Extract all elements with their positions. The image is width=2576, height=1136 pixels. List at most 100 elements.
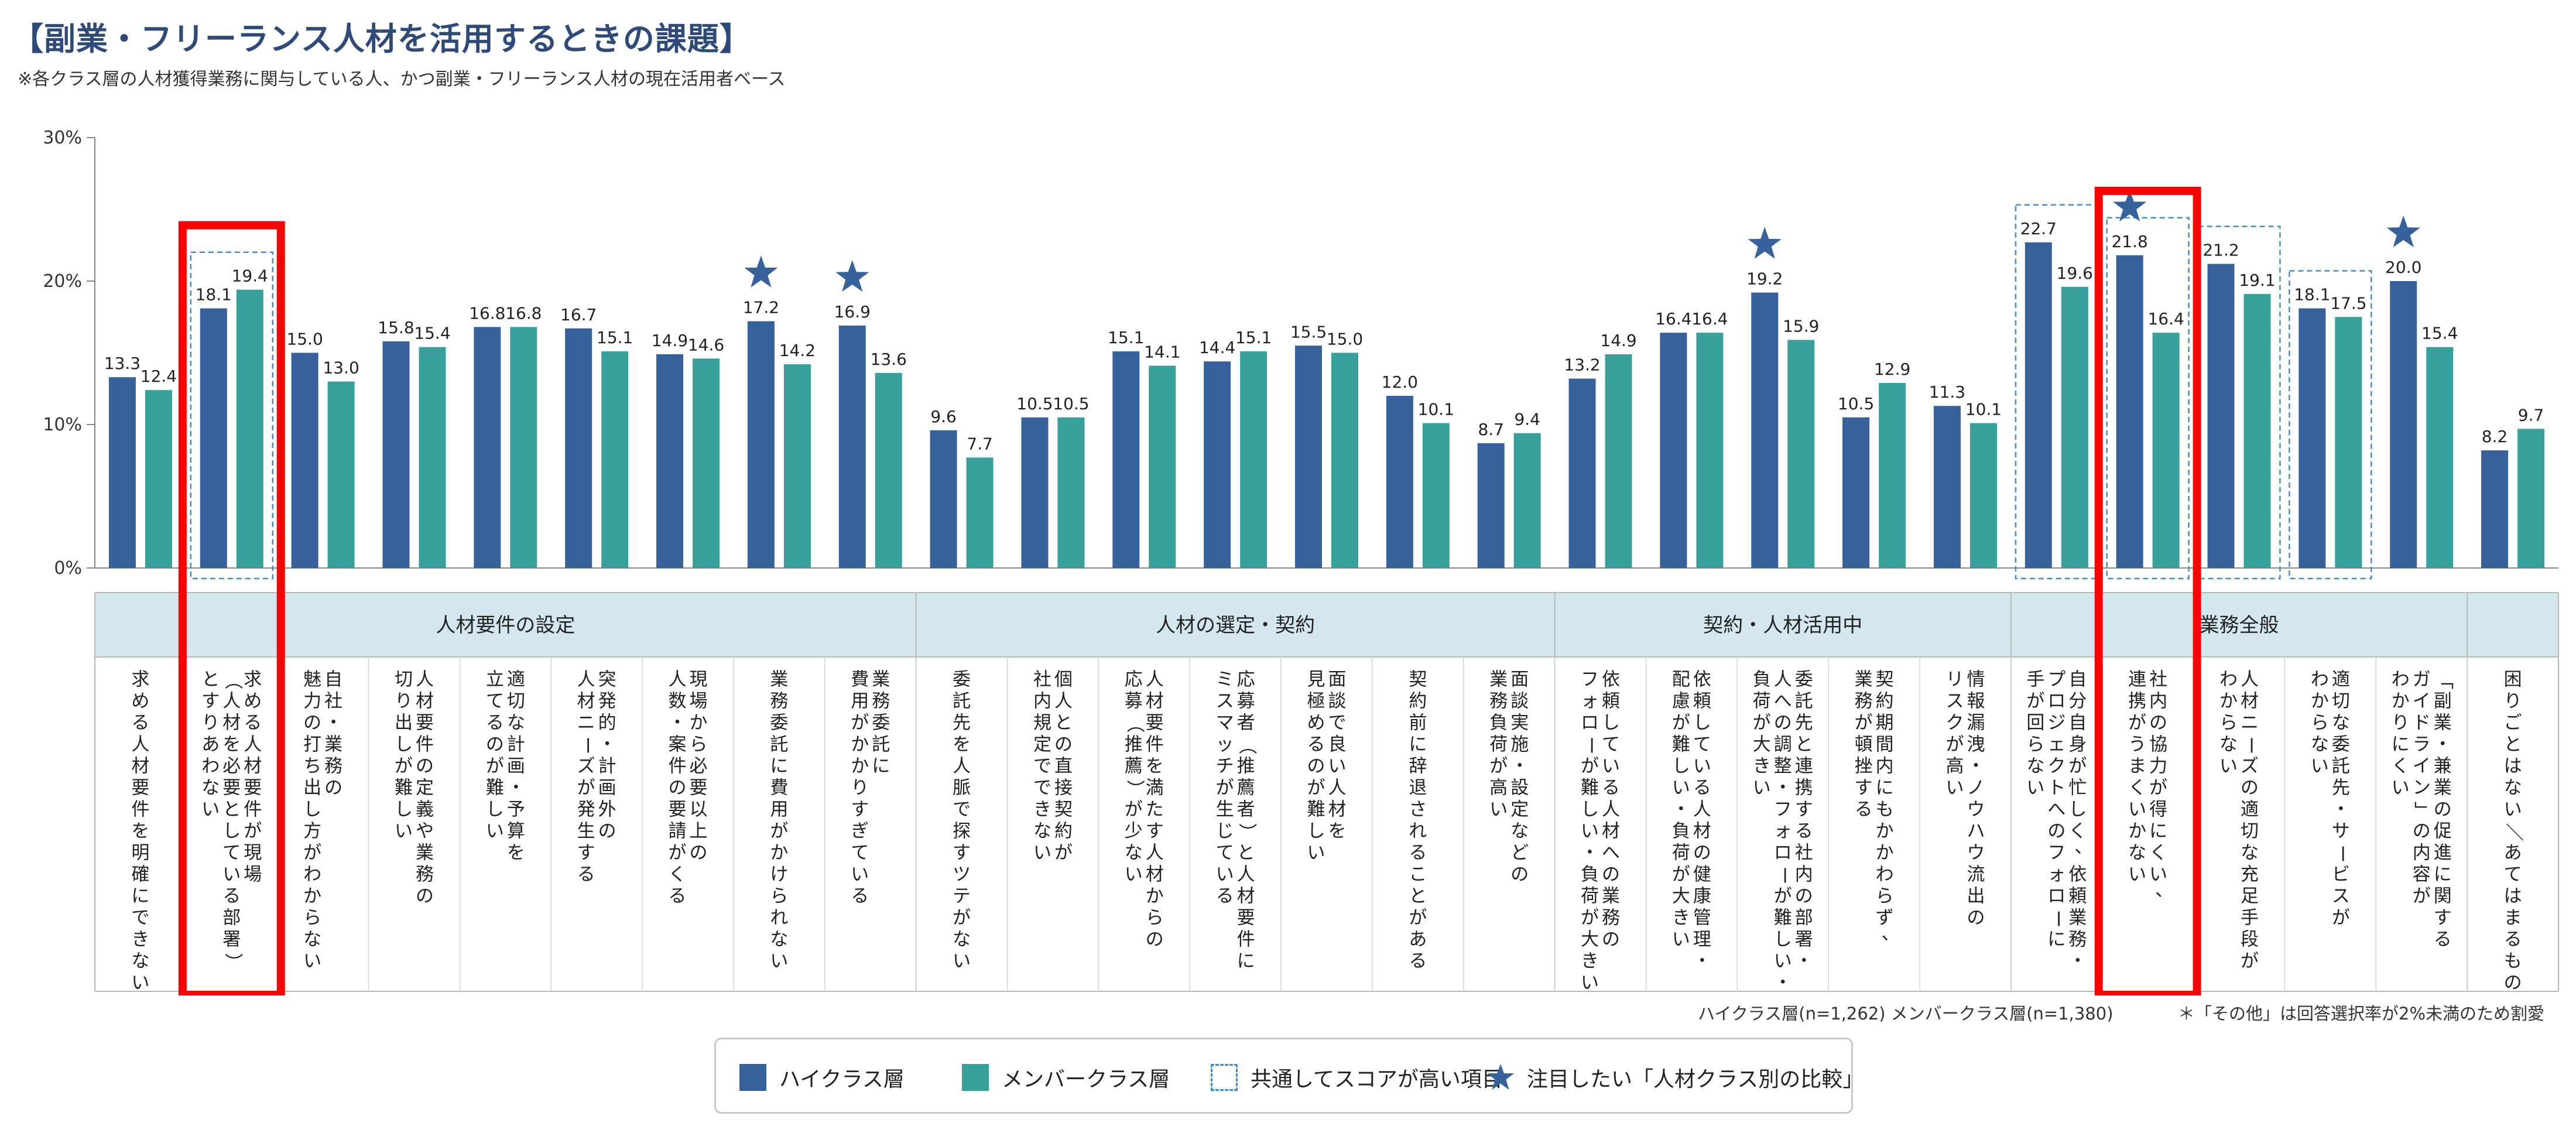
category-label-char: ガ	[2413, 669, 2431, 690]
category-label-char: 協	[2149, 734, 2167, 755]
category-label-char: 推	[1237, 756, 1255, 777]
category-label-char: が	[770, 821, 788, 842]
category-label-char: が	[1125, 799, 1143, 820]
category-label-char: の	[2241, 778, 2259, 799]
value-label-member: 16.4	[1691, 309, 1728, 329]
category-label-char: い	[2392, 778, 2410, 799]
value-label-high: 14.9	[652, 331, 688, 350]
category-label-char: ロ	[2047, 691, 2065, 712]
category-label-char: に	[2047, 929, 2065, 950]
bar-chart: 0%10%20%30%13.318.115.015.816.8 16.714.91…	[43, 128, 2559, 995]
category-label-char: い	[131, 973, 149, 994]
category-label-char: 材	[1146, 864, 1164, 885]
category-label-char: 接	[1054, 778, 1073, 799]
category-label-char: 良	[1328, 734, 1347, 755]
bar-high	[1568, 378, 1596, 568]
category-label-char: ・	[598, 734, 616, 755]
category-label-char: り	[201, 713, 220, 734]
bar-high	[565, 328, 592, 568]
category-label-char: ジ	[2047, 713, 2065, 734]
category-label-char: の	[1602, 929, 1620, 950]
category-label-char: 委	[872, 713, 890, 734]
category-label-char: ォ	[2047, 864, 2065, 885]
category-label-char: 求	[244, 669, 262, 690]
category-label-char: が	[1216, 778, 1234, 799]
category-label-char: ッ	[1216, 734, 1234, 755]
category-label-char: 困	[2504, 669, 2522, 690]
category-label-char: 務	[416, 864, 434, 885]
category-label-char: る	[486, 713, 504, 734]
category-label-char: し	[1672, 756, 1690, 777]
category-label-char: ス	[2332, 886, 2350, 907]
category-label-char: 先	[953, 713, 971, 734]
common-high-box	[190, 251, 273, 580]
value-label-member: 13.6	[871, 350, 907, 369]
category-label-char: る	[1216, 886, 1234, 907]
category-label-char: 応	[1125, 669, 1143, 690]
category-label-char: 頼	[1602, 691, 1620, 712]
category-label-char: ミ	[1216, 669, 1234, 690]
category-label-char: が	[1753, 713, 1771, 734]
category-label-char: 生	[1216, 799, 1234, 820]
category-label-char: ・	[2068, 951, 2087, 972]
category-label-char: の	[303, 713, 321, 734]
category-label-char: チ	[1216, 756, 1234, 777]
group-label: 業務全般	[2200, 614, 2279, 637]
category-label-char: 荷	[1489, 734, 1508, 755]
category-label-char: ・	[2332, 799, 2350, 820]
value-label-high: 10.5	[1838, 394, 1874, 413]
category-label-char: の	[2504, 973, 2522, 994]
category-label-char: 現	[690, 669, 708, 690]
category-label-char: ォ	[1774, 821, 1792, 842]
category-label-char: 関	[2434, 886, 2452, 907]
category-label-char: に	[131, 886, 149, 907]
category-label-char: 探	[953, 821, 971, 842]
category-label-char: 携	[2128, 691, 2146, 712]
category-label-char: い	[1581, 821, 1599, 842]
category-label-char: し	[2068, 799, 2087, 820]
category-label-char: く	[669, 864, 687, 885]
category-label-char: ク	[1945, 713, 1964, 734]
category-label-char: い	[953, 951, 971, 972]
category-label-char: 数	[669, 691, 687, 712]
value-label-member: 19.6	[2057, 264, 2093, 283]
category-label-char: 切	[2332, 691, 2350, 712]
category-label-char: あ	[1409, 929, 1427, 950]
category-label-char: て	[1602, 734, 1620, 755]
category-label-char: し	[1693, 713, 1711, 734]
category-label-char: 面	[1328, 669, 1347, 690]
value-label-member: 15.4	[2421, 324, 2458, 343]
value-label-member: 14.6	[688, 335, 724, 354]
category-label-char: 辞	[1409, 756, 1427, 777]
bar-high	[1933, 406, 1961, 568]
category-label-char: 挫	[1855, 756, 1873, 777]
value-label-member: 17.5	[2330, 293, 2366, 313]
category-label-char: 分	[2068, 691, 2087, 712]
category-label-char: か	[303, 886, 321, 907]
legend-item-high: ハイクラス層	[739, 1063, 905, 1092]
category-label-char: ま	[2128, 756, 2146, 777]
category-label-char: 内	[2413, 843, 2431, 864]
category-label-char: れ	[1409, 821, 1427, 842]
category-label-char: 」	[2412, 802, 2433, 820]
category-label-char: 必	[690, 756, 708, 777]
category-label-char: な	[2504, 778, 2522, 799]
category-label-char: か	[770, 843, 788, 864]
value-label-member: 10.5	[1053, 394, 1089, 413]
category-label-char: る	[1307, 734, 1325, 755]
category-label-char: 内	[1033, 691, 1051, 712]
category-label-char: 高	[1489, 778, 1508, 799]
category-label-char: 者	[1237, 799, 1255, 820]
category-label-char: い	[2219, 756, 2238, 777]
category-label-char: 人	[416, 669, 434, 690]
category-label-char: フ	[1774, 799, 1792, 820]
category-label-char: ・	[1672, 799, 1690, 820]
common-high-box	[2106, 217, 2190, 580]
category-label-char: 署	[1795, 929, 1813, 950]
category-label-char: 難	[1774, 908, 1792, 929]
category-label-char: ハ	[1967, 821, 1985, 842]
category-label-char: い	[1672, 929, 1690, 950]
category-label-char: 現	[244, 843, 262, 864]
value-label-member: 16.8	[505, 303, 542, 323]
category-label-char: が	[2068, 756, 2087, 777]
